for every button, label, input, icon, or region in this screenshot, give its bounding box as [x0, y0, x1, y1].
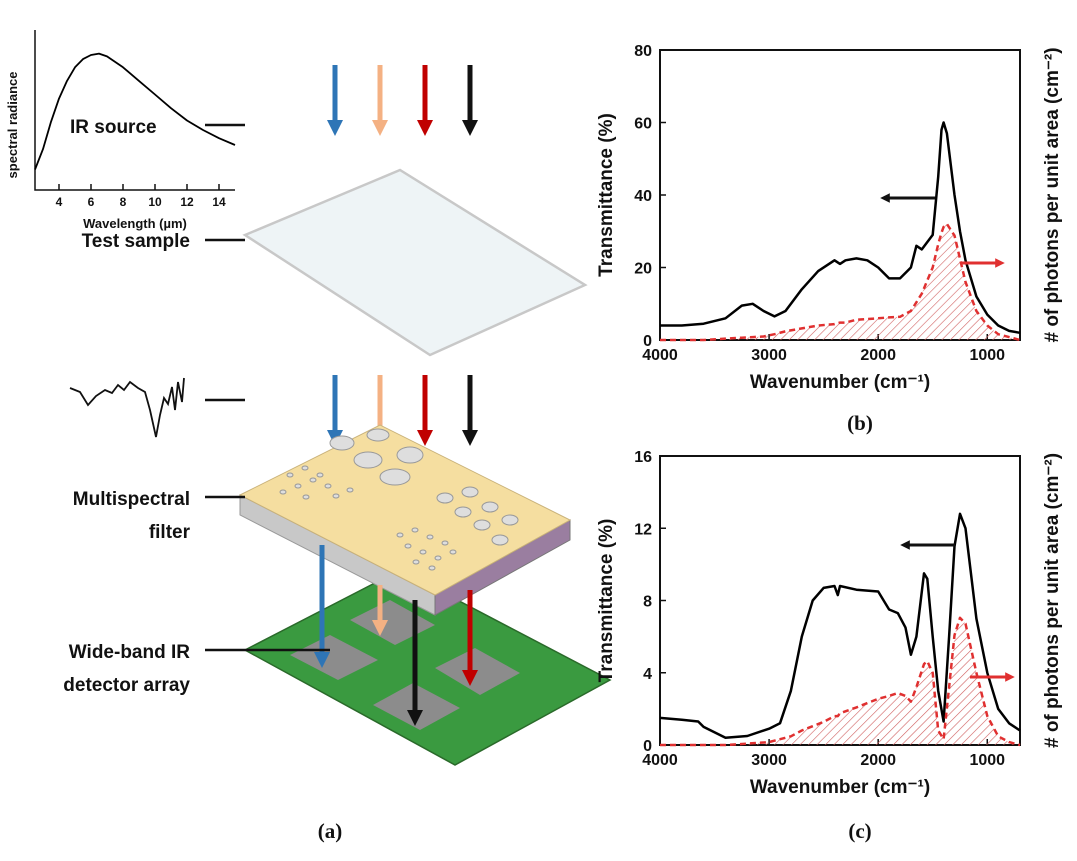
x-axis-label: Wavelength (µm) [83, 216, 187, 231]
y-tick-label: 40 [634, 188, 652, 205]
y-axis-label: Transmittance (%) [596, 113, 617, 277]
caption: (a) [318, 819, 343, 843]
y-tick-label: 8 [643, 594, 652, 611]
axis [35, 30, 235, 190]
x-axis-label: Wavenumber (cm⁻¹) [750, 777, 930, 798]
y-tick-label: 0 [643, 738, 652, 755]
figure: Test sample Multispectral filter [0, 0, 1077, 856]
x-tick-label: 3000 [751, 752, 787, 769]
spectrum-icon [70, 378, 184, 437]
x-tick-label: 2000 [860, 752, 896, 769]
y-tick-label: 12 [634, 521, 652, 538]
caption: (c) [848, 819, 871, 843]
label: IR source [70, 117, 157, 138]
diagram: Test sample Multispectral filter [63, 65, 610, 765]
x-tick-label: 6 [88, 195, 95, 209]
x-tick-label: 1000 [969, 347, 1005, 364]
y-tick-label: 16 [634, 449, 652, 466]
y-tick-label: 80 [634, 43, 652, 60]
x-tick-label: 1000 [969, 752, 1005, 769]
photon-area [660, 224, 1020, 340]
label: Multispectral [73, 489, 190, 510]
label: Test sample [82, 231, 190, 252]
label: detector array [63, 675, 190, 696]
y-tick-label: 0 [643, 333, 652, 350]
x-tick-label: 12 [180, 195, 194, 209]
y-tick-label: 60 [634, 116, 652, 133]
x-tick-label: 2000 [860, 347, 896, 364]
transmittance-line [35, 54, 235, 170]
caption: (b) [847, 411, 873, 435]
x-tick-label: 3000 [751, 347, 787, 364]
test-sample [245, 170, 585, 355]
x-tick-label: 8 [120, 195, 127, 209]
photon-area [660, 618, 1020, 745]
y-axis-label: Transmittance (%) [596, 519, 617, 683]
x-tick-label: 14 [212, 195, 226, 209]
x-axis-label: Wavenumber (cm⁻¹) [750, 372, 930, 393]
y2-axis-label: # of photons per unit area (cm⁻²) [1042, 453, 1063, 748]
y-axis-label: spectral radiance [5, 72, 20, 179]
y-tick-label: 4 [643, 666, 652, 683]
y-tick-label: 20 [634, 261, 652, 278]
x-tick-label: 10 [148, 195, 162, 209]
label: filter [149, 522, 191, 543]
y2-axis-label: # of photons per unit area (cm⁻²) [1042, 47, 1063, 342]
x-tick-label: 4 [56, 195, 63, 209]
label: Wide-band IR [69, 642, 190, 663]
